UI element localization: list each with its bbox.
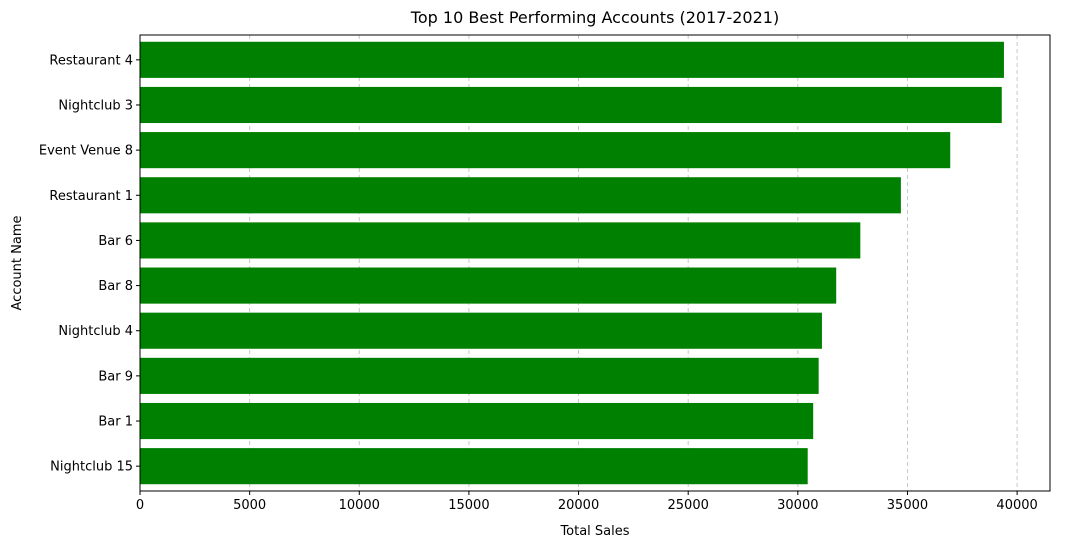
- y-tick-label: Restaurant 1: [49, 189, 133, 204]
- y-tick-label: Nightclub 4: [58, 324, 133, 339]
- y-tick-label: Bar 1: [98, 415, 133, 430]
- bar: [140, 402, 814, 440]
- y-tick-label: Event Venue 8: [39, 144, 133, 159]
- x-tick-label: 15000: [448, 498, 489, 513]
- y-tick-label: Bar 9: [98, 369, 133, 384]
- bar: [140, 41, 1004, 78]
- x-tick-label: 5000: [233, 498, 266, 513]
- x-axis-ticks: 0 5000 10000 15000 20000 25000 30000 35000 40000: [136, 491, 1038, 513]
- bar: [140, 177, 901, 214]
- y-axis-title: Account Name: [10, 216, 25, 311]
- plot-frame: [139, 34, 1051, 492]
- chart-title: Top 10 Best Performing Accounts (2017-20…: [410, 8, 779, 27]
- y-tick-label: Nightclub 3: [58, 98, 133, 113]
- x-tick-label: 25000: [668, 498, 709, 513]
- bar: [140, 86, 1002, 124]
- bar: [140, 132, 951, 169]
- y-tick-label: Bar 8: [98, 279, 133, 294]
- bar: [140, 448, 808, 485]
- x-tick-label: 0: [136, 498, 144, 513]
- bar: [140, 267, 837, 304]
- bar: [140, 222, 861, 259]
- y-tick-label: Restaurant 4: [49, 53, 133, 68]
- bar: [140, 312, 822, 349]
- x-tick-label: 10000: [339, 498, 380, 513]
- x-axis-title: Total Sales: [559, 524, 629, 539]
- x-tick-label: 30000: [777, 498, 818, 513]
- bar: [140, 357, 819, 394]
- x-tick-label: 35000: [887, 498, 928, 513]
- y-axis-ticks: Restaurant 4 Nightclub 3 Event Venue 8 Rest…: [39, 53, 140, 475]
- y-tick-label: Nightclub 15: [50, 460, 133, 475]
- y-tick-label: Bar 6: [98, 234, 133, 249]
- x-tick-label: 40000: [996, 498, 1037, 513]
- bars: [140, 41, 1004, 485]
- x-tick-label: 20000: [558, 498, 599, 513]
